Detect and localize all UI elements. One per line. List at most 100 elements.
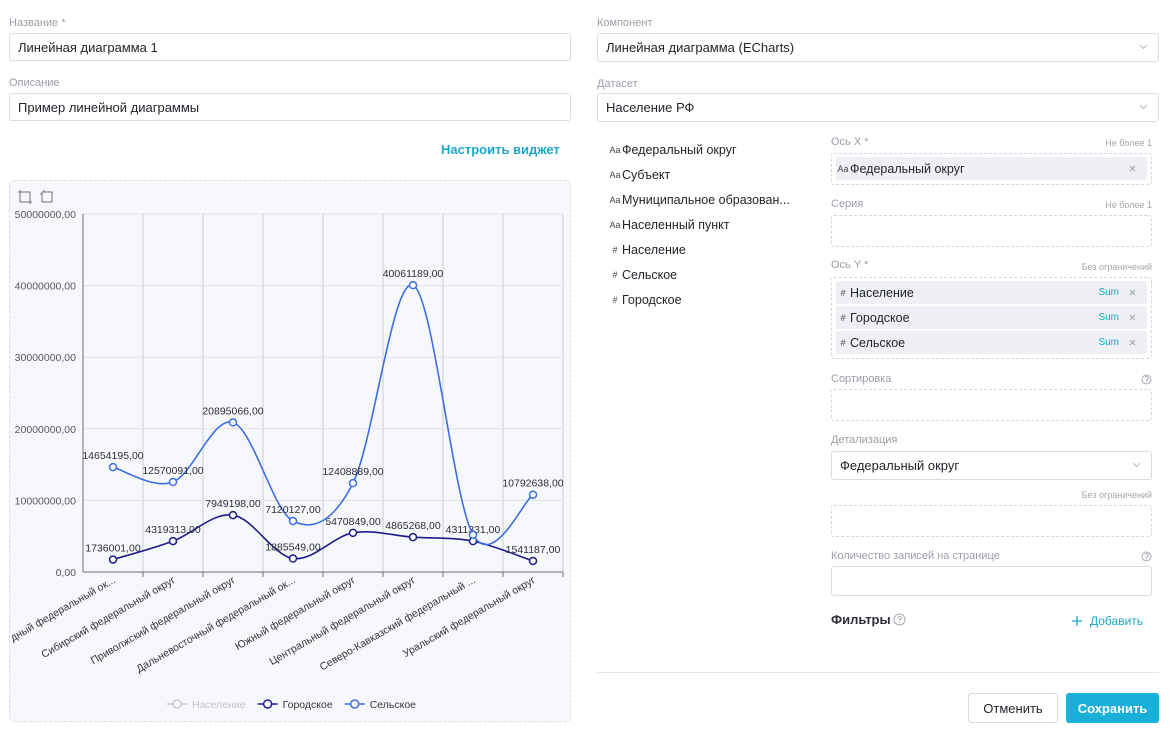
chevron [1132,462,1141,468]
data-label: 12570091,00 [142,465,203,477]
legend-marker [172,699,182,709]
legend-marker [262,699,273,709]
label: Ось Y * [831,259,869,271]
data-label: 1541187,00 [506,544,561,556]
select-value: Население РФ [606,100,695,115]
y-tick-label: 50000000,00 [15,209,76,221]
legend-item[interactable]: Сельское [344,699,416,711]
field-item[interactable]: Aa Федеральный округ [608,143,736,157]
hint: Не более 1 [1105,200,1152,210]
chip-name: Федеральный округ [850,161,965,176]
x-axis-drop[interactable]: Aa Федеральный округ [831,153,1152,185]
data-label: 40061189,00 [383,268,444,280]
save-button[interactable]: Сохранить [1066,693,1159,723]
legend-marker [349,699,360,709]
point [228,418,238,427]
plus-icon[interactable] [1072,616,1082,626]
help-icon[interactable] [1141,551,1152,562]
component-select[interactable]: Линейная диаграмма (ECharts) [597,33,1159,62]
data-label: 5470849,00 [325,516,381,528]
field-item[interactable]: Aa Населенный пункт [608,218,729,232]
chip: # Население Sum [836,281,1147,304]
data-label: 1885549,00 [265,541,321,553]
aggregation[interactable]: Sum [1098,287,1119,298]
point [168,536,178,546]
field-icon: # [612,245,618,255]
field-icon: # [612,270,618,280]
hint: Без ограничений [1081,262,1152,272]
field-icon: Aa [609,170,621,180]
help-icon[interactable] [1141,374,1152,385]
detail-select[interactable]: Федеральный округ [831,451,1152,480]
legend-item[interactable]: Городское [257,699,333,711]
field-item[interactable]: # Городское [608,293,682,307]
chip-icon: # [840,287,846,298]
point [108,555,118,564]
chip-name: Население [850,285,914,300]
field-icon: # [612,295,618,305]
point [348,528,358,538]
dataset-select[interactable]: Население РФ [597,93,1159,122]
legend-item[interactable]: Население [167,699,246,711]
data-label: 14654195,00 [82,450,143,462]
field-item[interactable]: Aa Субъект [608,168,670,182]
sorting-drop[interactable] [831,389,1152,421]
label: Название * [9,17,66,29]
chevron [1139,104,1148,110]
data-label: 1736001,00 [85,543,141,555]
name-input[interactable]: Линейная диаграмма 1 [9,33,571,61]
y-tick-label: 40000000,00 [15,281,76,293]
hint: Не более 1 [1105,138,1152,148]
field-icon: Aa [609,195,621,205]
remove-icon[interactable] [1129,314,1136,321]
button-text: Сохранить [1077,700,1148,716]
point [528,490,538,499]
input-value: Пример линейной диаграммы [18,99,200,115]
extra-drop[interactable] [831,505,1152,537]
field-icon: Aa [609,220,621,230]
aggregation[interactable]: Sum [1098,337,1119,348]
add-filter[interactable]: Добавить [1090,614,1144,628]
chip: Aa Федеральный округ [836,157,1147,180]
label: Описание [9,77,60,89]
chip-name: Сельское [850,335,906,350]
legend-label: Городское [283,699,333,711]
field-item[interactable]: # Сельское [608,268,677,282]
point [228,510,238,520]
chip-name: Городское [850,310,910,325]
point [408,280,418,290]
page-size-input[interactable] [831,566,1152,596]
label: Серия [831,198,864,210]
y-axis-drop[interactable]: # Население Sum # Городское Sum # Сельское Sum [831,277,1152,359]
y-tick-label: 30000000,00 [15,352,76,364]
point [528,556,538,566]
chart-panel [9,180,571,722]
series-drop[interactable] [831,215,1152,247]
x-tick-label: дный федеральный ок... [9,574,118,644]
field-item[interactable]: # Население [608,243,686,257]
chip-icon: # [840,337,846,348]
data-label: 4311331,00 [446,524,501,536]
field-name: Население [622,243,686,257]
remove-icon[interactable] [1129,165,1136,172]
field-name: Городское [622,293,682,307]
remove-icon[interactable] [1129,289,1136,296]
y-tick-label: 0,00 [56,567,77,579]
cancel-button[interactable]: Отменить [968,693,1058,723]
toolbar[interactable] [18,190,53,204]
data-label: 7120127,00 [265,504,321,516]
field-name: Сельское [622,268,678,282]
help-icon[interactable] [893,613,906,626]
chip: # Городское Sum [836,306,1147,329]
aggregation[interactable]: Sum [1098,312,1119,323]
description-input[interactable]: Пример линейной диаграммы [9,93,571,121]
field-icon: Aa [609,145,621,155]
point [468,530,478,540]
configure-link[interactable]: Настроить виджет [441,142,560,157]
chip-icon: # [840,312,846,323]
data-label: 4865268,00 [385,520,441,532]
field-item[interactable]: Aa Муниципальное образован... [608,193,789,207]
remove-icon[interactable] [1129,339,1136,346]
label: Сортировка [831,373,892,385]
